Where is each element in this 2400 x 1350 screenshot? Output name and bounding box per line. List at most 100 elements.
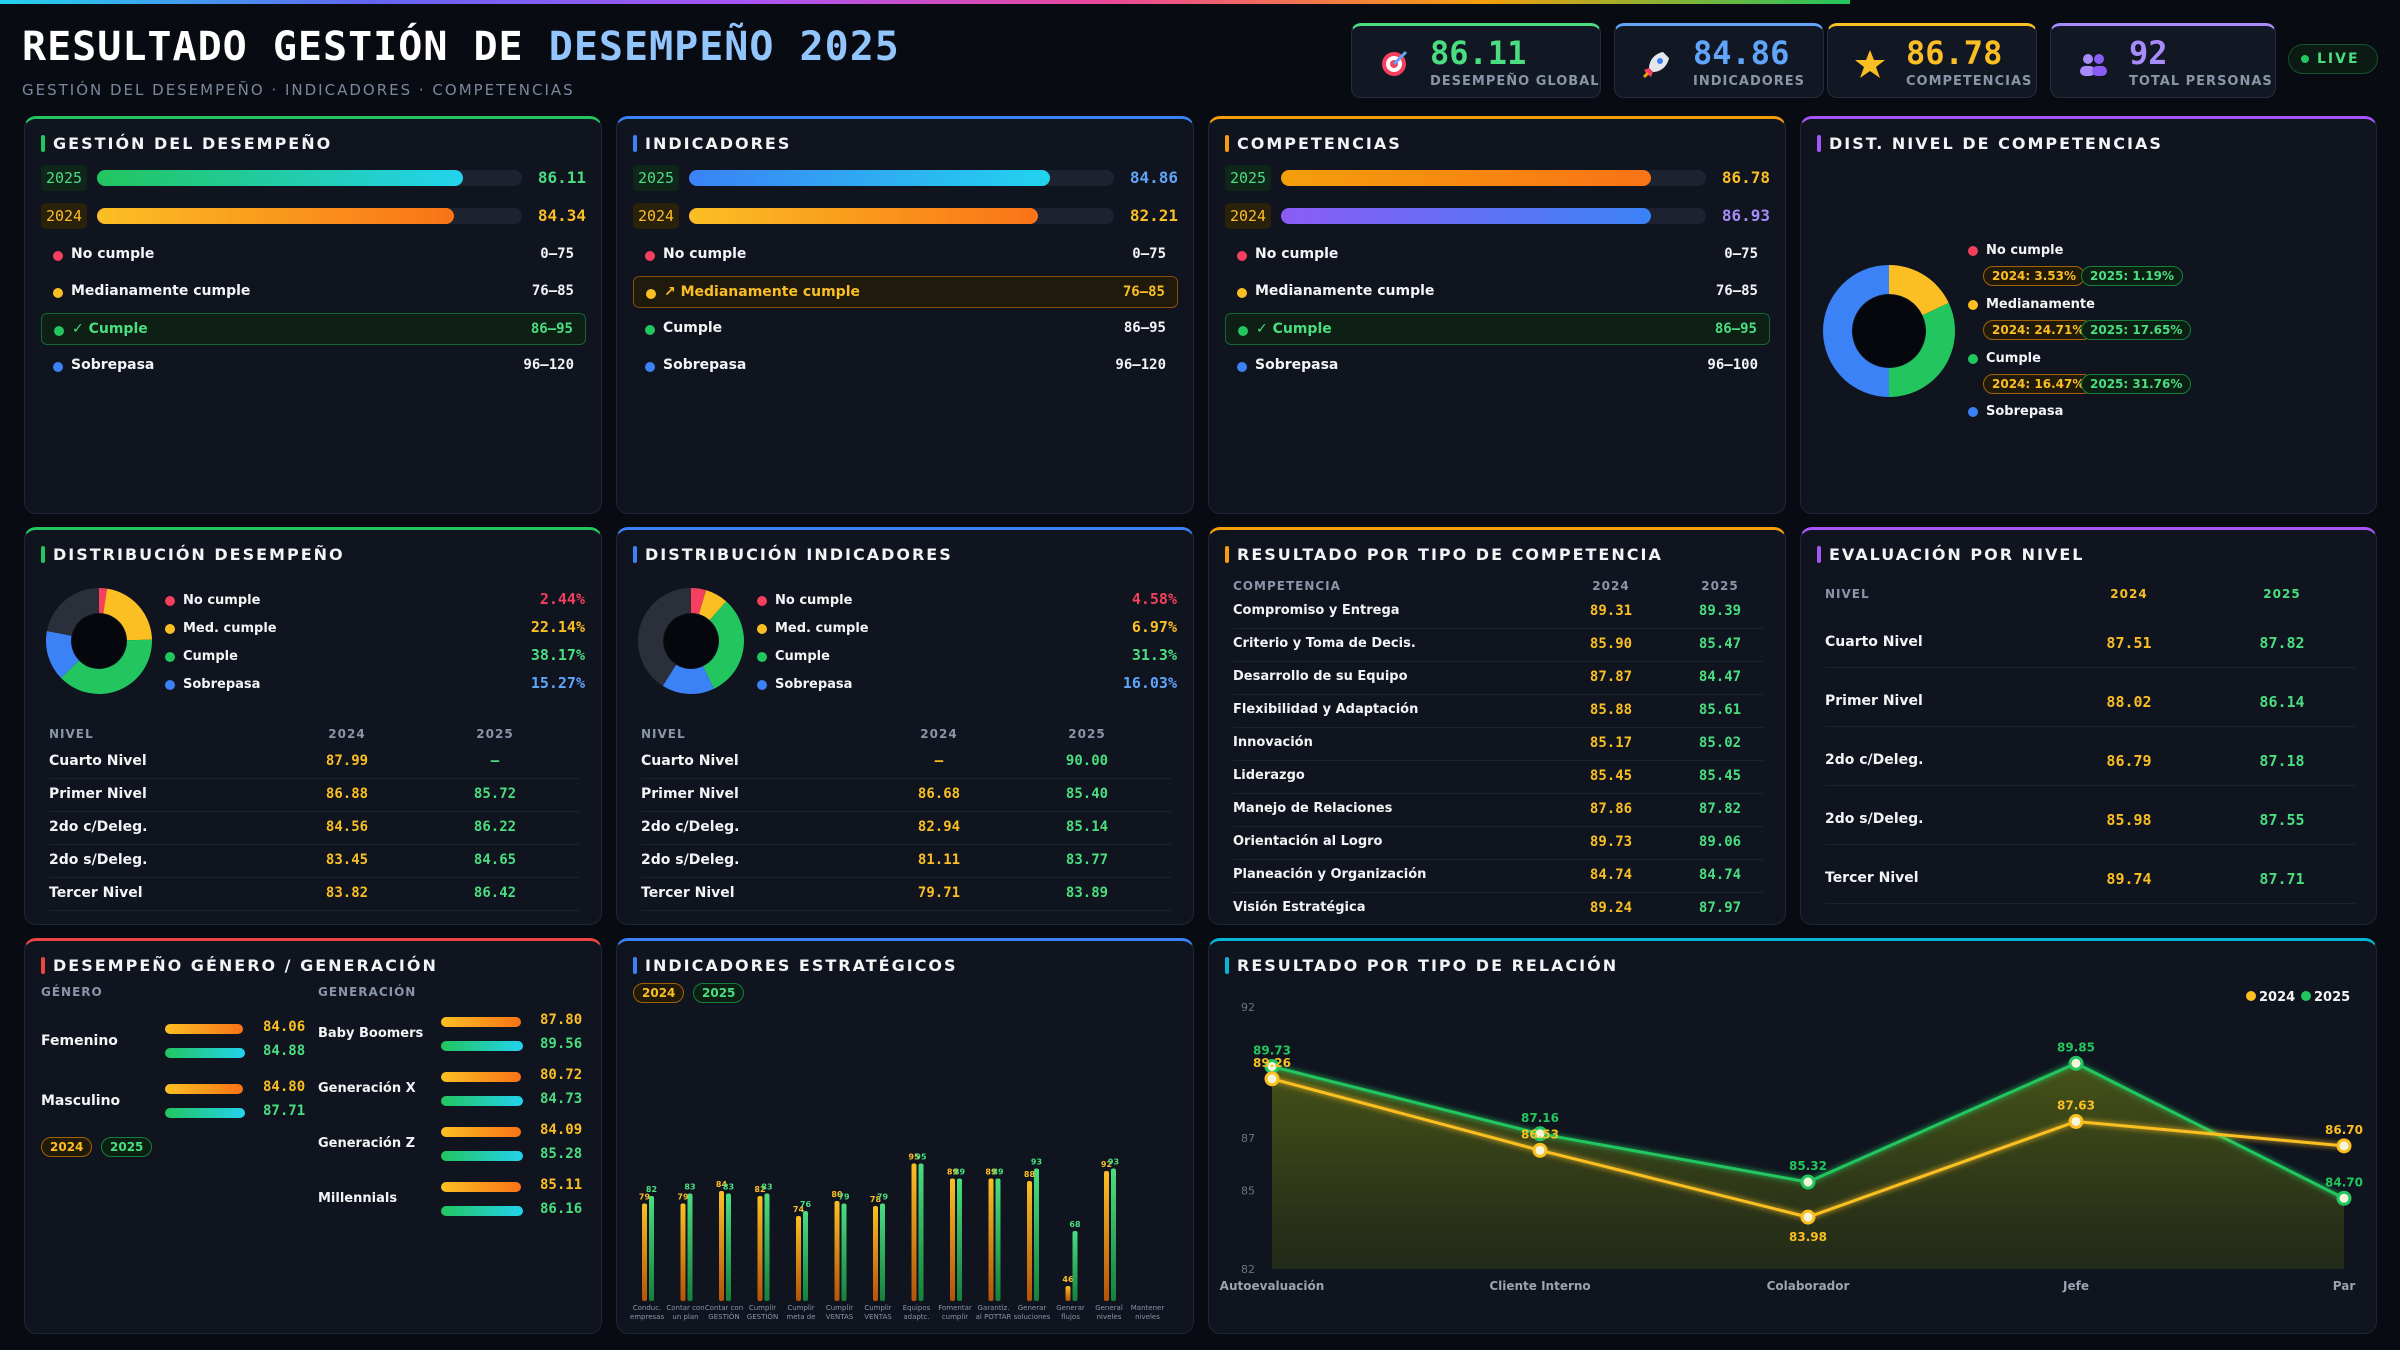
data-label: 86.70 — [2325, 1123, 2363, 1137]
category-label: Cumplir — [787, 1304, 814, 1312]
card-title: DISTRIBUCIÓN DESEMPEÑO — [41, 545, 345, 564]
table-cell-2025: — — [490, 753, 500, 769]
chip-2024: 2024: 24.71% — [1983, 320, 2094, 340]
level-name: No cumple — [663, 246, 747, 262]
data-point-2024 — [2336, 1138, 2352, 1154]
table-cell-name: Compromiso y Entrega — [1233, 603, 1400, 618]
level-row: ✓ Cumple 86–95 — [41, 313, 586, 345]
table-cell-name: Manejo de Relaciones — [1233, 801, 1393, 816]
table-cell-2024: 81.11 — [917, 852, 961, 868]
table-cell-2025: 87.18 — [2259, 752, 2305, 770]
row-divider — [641, 811, 1171, 812]
category-label: Garantiz. — [978, 1304, 1010, 1312]
table-cell-name: 2do s/Deleg. — [1825, 811, 1924, 827]
y-tick-label: 87 — [1241, 1132, 1255, 1145]
bar-2024 — [165, 1024, 243, 1034]
table-header: 2024 — [2110, 587, 2148, 601]
row-divider — [1233, 793, 1763, 794]
row-divider — [1825, 726, 2355, 727]
donut-slice — [703, 601, 744, 689]
live-badge[interactable]: LIVE — [2288, 44, 2378, 74]
table-cell-name: Criterio y Toma de Decis. — [1233, 636, 1416, 651]
progress-track — [689, 208, 1114, 224]
chip-2025[interactable]: 2025 — [693, 983, 745, 1003]
x-tick-label: Cliente Interno — [1489, 1279, 1590, 1293]
bar-2025 — [803, 1211, 808, 1301]
category-label: GESTIÓN — [708, 1312, 739, 1321]
level-range: 96–100 — [1707, 357, 1758, 373]
evaluacion-nivel-card: EVALUACIÓN POR NIVEL NIVEL 2024 2025 Cuarto… — [1800, 527, 2377, 925]
generacion-name: Generación Z — [318, 1136, 416, 1151]
table-cell-2025: 90.00 — [1065, 753, 1109, 769]
legend-label: No cumple — [183, 593, 261, 608]
level-row: ↗ Medianamente cumple 76–85 — [633, 276, 1178, 308]
table-cell-name: 2do s/Deleg. — [49, 852, 148, 868]
bar-2024 — [834, 1201, 840, 1301]
legend-percent: 22.14% — [530, 618, 585, 636]
category-label: Cumplir — [826, 1304, 853, 1312]
category-label: VENTAS — [864, 1313, 892, 1321]
year-label: 2024 — [633, 203, 679, 229]
year-bar-row: 2024 84.34 — [41, 203, 586, 229]
relacion-line-chart: 82 85 87 92 Autoevaluación Cliente Interno Col… — [1220, 990, 2363, 1293]
progress-track — [1281, 170, 1706, 186]
y-tick-label: 92 — [1241, 1001, 1255, 1014]
legend-percent: 16.03% — [1122, 674, 1177, 692]
table-cell-name: 2do c/Deleg. — [49, 819, 148, 835]
legend-percent: 31.3% — [1131, 646, 1177, 664]
kpi-card[interactable]: 86.78 COMPETENCIAS — [1827, 23, 2037, 98]
bar-value-label: 93 — [1108, 1158, 1119, 1167]
progress-track — [97, 170, 522, 186]
competencias-level-donut — [1823, 265, 1955, 397]
card-title: GESTIÓN DEL DESEMPEÑO — [41, 134, 332, 153]
x-tick-label: Par — [2333, 1279, 2356, 1293]
bar-2025 — [649, 1196, 654, 1301]
chip-2025[interactable]: 2025 — [101, 1137, 153, 1157]
table-cell-2024: 86.88 — [325, 786, 369, 802]
bar-2024 — [873, 1206, 878, 1301]
value-2025: 86.16 — [540, 1201, 583, 1217]
row-divider — [1233, 628, 1763, 629]
legend-percent: 6.97% — [1131, 618, 1177, 636]
table-cell-2024: 85.90 — [1589, 636, 1633, 652]
table-cell-2024: 84.56 — [325, 819, 369, 835]
category-label: al POTTAR — [976, 1313, 1012, 1321]
legend-dot — [165, 652, 175, 662]
year-bar-row: 2025 86.78 — [1225, 165, 1770, 191]
star-icon — [1854, 48, 1886, 80]
category-label: Contar con — [666, 1304, 704, 1312]
table-cell-name: Cuarto Nivel — [49, 753, 147, 769]
data-label: 89.85 — [2057, 1040, 2095, 1054]
card-title: INDICADORES — [633, 134, 791, 153]
chip-2024[interactable]: 2024 — [633, 983, 685, 1003]
table-cell-2024: 89.24 — [1589, 900, 1633, 916]
bar-value-label: 46 — [1062, 1275, 1074, 1284]
table-cell-name: 2do s/Deleg. — [641, 852, 740, 868]
chip-2024[interactable]: 2024 — [41, 1137, 93, 1157]
legend-label: 2024 — [2259, 990, 2295, 1005]
kpi-card[interactable]: 84.86 INDICADORES — [1614, 23, 1824, 98]
data-point-2025 — [2336, 1190, 2352, 1206]
kpi-label: TOTAL PERSONAS — [2129, 74, 2273, 89]
level-name: ✓ Cumple — [1256, 321, 1332, 337]
kpi-card[interactable]: 92 TOTAL PERSONAS — [2050, 23, 2276, 98]
chip-2025: 2025: 31.76% — [2081, 374, 2192, 394]
bar-2025 — [957, 1178, 962, 1301]
table-cell-2024: — — [934, 753, 944, 769]
row-divider — [1825, 785, 2355, 786]
legend-label: No cumple — [775, 593, 853, 608]
data-point-2024 — [2068, 1113, 2084, 1129]
table-cell-2025: 87.82 — [1698, 801, 1742, 817]
donut-slice — [103, 588, 152, 641]
table-cell-2024: 85.45 — [1589, 768, 1633, 784]
distribucion-indicadores-card: DISTRIBUCIÓN INDICADORES No cumple 4.58% M… — [616, 527, 1194, 925]
bar-2024 — [441, 1182, 521, 1192]
competencias-card: COMPETENCIAS 2025 86.78 2024 86.93 No cumple… — [1208, 116, 1786, 514]
donut-slice — [46, 631, 79, 678]
progress-fill — [1281, 208, 1651, 224]
table-cell-2024: 86.68 — [917, 786, 961, 802]
card-title: EVALUACIÓN POR NIVEL — [1817, 545, 2084, 564]
kpi-card[interactable]: 86.11 DESEMPEÑO GLOBAL — [1351, 23, 1601, 98]
progress-fill — [689, 170, 1051, 186]
